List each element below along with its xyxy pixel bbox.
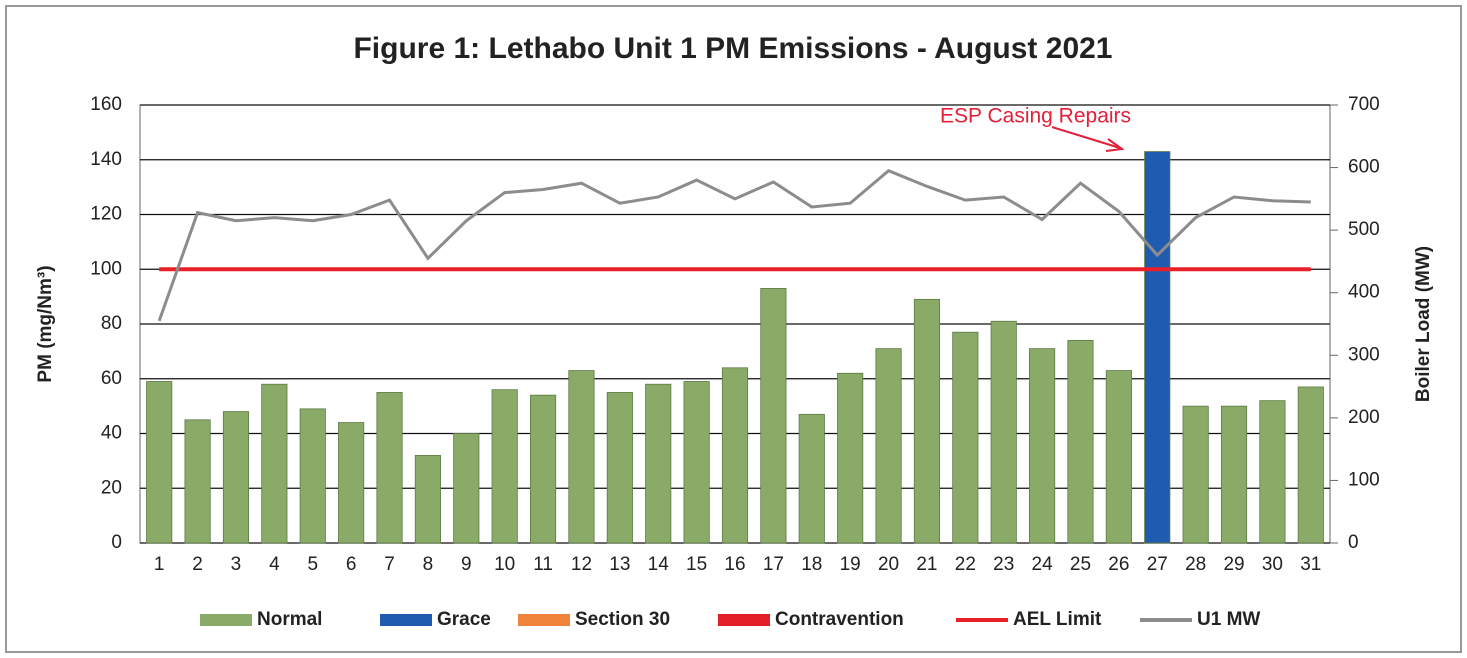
x-tick-label: 24 (1032, 554, 1054, 575)
line (157, 168, 1311, 322)
legend-swatch (718, 614, 770, 626)
bar (798, 413, 825, 544)
x-tick-label: 27 (1147, 554, 1168, 575)
x-tick-label: 25 (1070, 554, 1091, 575)
legend-label: AEL Limit (1013, 609, 1102, 630)
x-tick-label: 19 (840, 554, 861, 575)
bar (1029, 348, 1056, 544)
chart-title: Figure 1: Lethabo Unit 1 PM Emissions - … (353, 32, 1112, 65)
bar (146, 381, 173, 544)
bar (606, 392, 633, 544)
y-axis-label: PM (mg/Nm³) (35, 265, 56, 382)
bar (222, 411, 250, 544)
bar (529, 394, 557, 544)
bar (952, 331, 979, 544)
bar (721, 367, 749, 544)
x-tick-label: 28 (1185, 554, 1206, 575)
x-tick-label: 2 (192, 554, 203, 575)
bar (491, 389, 518, 544)
y-tick-label: 60 (101, 368, 122, 389)
bar (338, 422, 365, 544)
bar (645, 383, 672, 544)
x-tick-label: 8 (423, 554, 434, 575)
bar (837, 372, 864, 544)
y2-axis-label: Boiler Load (MW) (1413, 246, 1434, 402)
bar (414, 454, 441, 544)
y2-tick-label: 600 (1348, 157, 1380, 178)
y2-tick-label: 700 (1348, 94, 1380, 115)
bar (1220, 405, 1248, 544)
x-tick-label: 12 (571, 554, 592, 575)
x-tick-label: 1 (154, 554, 165, 575)
x-tick-label: 7 (384, 554, 395, 575)
y-tick-label: 140 (90, 149, 122, 170)
legend-label: Section 30 (575, 609, 670, 630)
x-tick-label: 23 (993, 554, 1014, 575)
bar (1067, 340, 1094, 544)
y-tick-label: 40 (101, 423, 122, 444)
bar (568, 370, 595, 544)
legend-label: Grace (437, 609, 491, 630)
y-tick-label: 0 (111, 532, 122, 553)
x-tick-label: 6 (346, 554, 357, 575)
legend-label: U1 MW (1197, 609, 1260, 630)
y-tick-label: 20 (101, 477, 122, 498)
y-tick-label: 80 (101, 313, 122, 334)
bar (875, 348, 902, 544)
bar (1105, 370, 1132, 544)
y2-tick-label: 0 (1348, 532, 1359, 553)
bar (1182, 405, 1209, 544)
annotation-arrow (1051, 126, 1121, 149)
x-tick-label: 13 (609, 554, 630, 575)
bar (1144, 151, 1171, 544)
bar (453, 433, 480, 544)
x-tick-label: 17 (763, 554, 784, 575)
y-tick-label: 160 (90, 94, 122, 115)
bar (184, 419, 211, 544)
bar (760, 288, 787, 544)
x-tick-label: 21 (916, 554, 937, 575)
legend-swatch (380, 614, 432, 626)
x-tick-label: 16 (724, 554, 745, 575)
x-tick-label: 20 (878, 554, 899, 575)
y-tick-label: 120 (90, 204, 122, 225)
x-tick-label: 22 (955, 554, 976, 575)
annotation-arrowhead (1105, 138, 1125, 152)
legend-label: Normal (257, 609, 322, 630)
legend-label: Contravention (775, 609, 904, 630)
frame (5, 5, 1462, 653)
legend-swatch (200, 614, 252, 626)
bar (261, 383, 288, 544)
x-tick-label: 15 (686, 554, 707, 575)
x-tick-label: 14 (648, 554, 670, 575)
bar (376, 392, 403, 544)
annotation: ESP Casing Repairs (940, 105, 1131, 128)
x-tick-label: 4 (269, 554, 280, 575)
bar (990, 320, 1017, 544)
y2-tick-label: 500 (1348, 219, 1380, 240)
x-tick-label: 26 (1108, 554, 1129, 575)
x-tick-label: 3 (231, 554, 242, 575)
bar (299, 408, 326, 544)
bar (1259, 400, 1286, 544)
legend-swatch (518, 614, 570, 626)
bar (1297, 386, 1324, 544)
x-tick-label: 31 (1300, 554, 1321, 575)
y2-tick-label: 200 (1348, 407, 1380, 428)
y-tick-label: 100 (90, 258, 122, 279)
bar (683, 381, 710, 544)
bar (913, 298, 941, 544)
x-tick-label: 29 (1223, 554, 1244, 575)
x-tick-label: 18 (801, 554, 822, 575)
x-tick-label: 10 (494, 554, 515, 575)
x-tick-label: 30 (1262, 554, 1283, 575)
x-tick-label: 5 (307, 554, 318, 575)
x-tick-label: 11 (533, 554, 553, 575)
y2-tick-label: 400 (1348, 282, 1380, 303)
y2-tick-label: 300 (1348, 344, 1380, 365)
x-tick-label: 9 (461, 554, 472, 575)
y2-tick-label: 100 (1348, 469, 1380, 490)
